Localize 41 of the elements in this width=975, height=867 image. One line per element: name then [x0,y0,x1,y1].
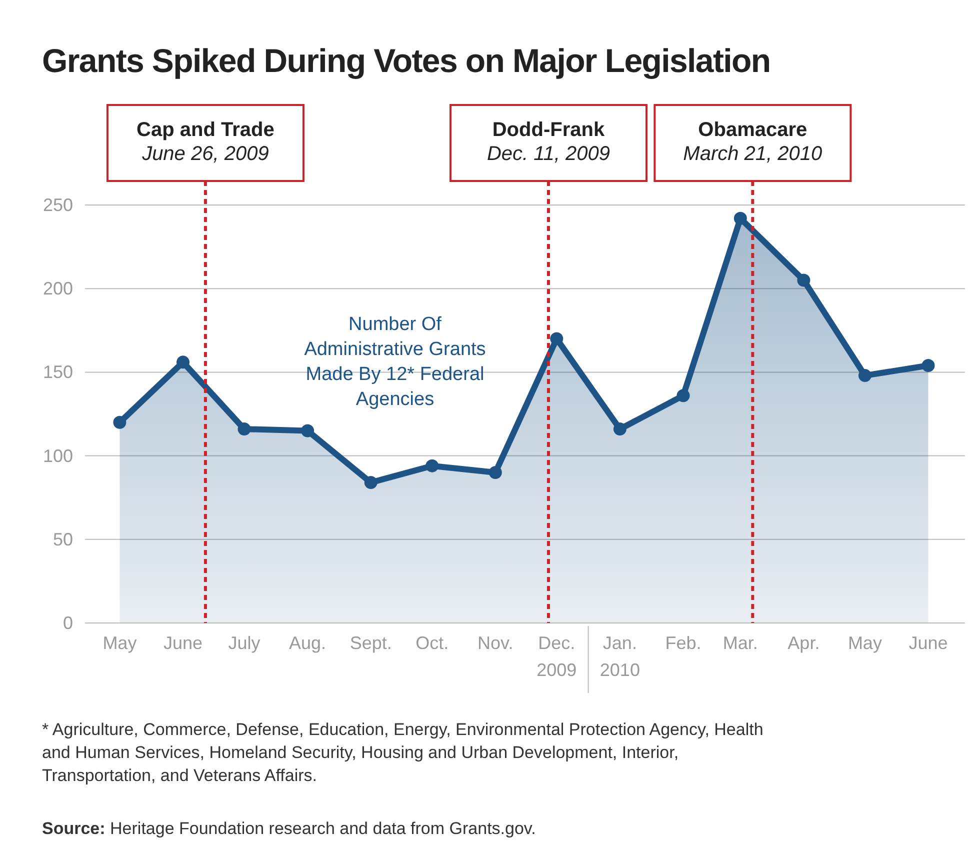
ref-line-label: Dodd-Frank Dec. 11, 2009 [486,119,610,165]
ref-line-label: Obamacare March 21, 2010 [683,119,822,165]
point [797,274,810,287]
y-tick-label: 50 [52,529,73,550]
x-tick-label: Feb. [665,633,702,653]
y-tick-label: 100 [42,446,73,466]
x-tick-label: May [848,633,882,653]
y-tick-label: 0 [62,613,73,633]
y-tick-label: 200 [42,278,73,299]
point [426,459,439,472]
x-tick-label: Aug. [289,633,326,653]
chart-title: Grants Spiked During Votes on Major Legislation [42,42,770,79]
ref-line-label: Cap and Trade June 26, 2009 [136,119,274,165]
x-tick-label: June [908,633,948,653]
x-tick-label: Mar. [722,633,758,653]
x-tick-label: Sept. [350,633,392,653]
text: * Agriculture, Commerce, Defense, Education, Energy, Environmental Protection Agency, Health and Human Services, Homeland Security, Housing and Urban Development, Interior, Transportation, and Veterans Affairs. [42,720,764,785]
point [858,369,872,382]
x-tick-label: July [228,633,260,653]
x-tick-label: Dec. 2009 [536,633,577,680]
x-tick-label: Oct. [416,633,449,653]
source-note: Source: Heritage Foundation research and data from Grants.gov. [42,819,536,838]
point [488,466,502,480]
point [734,212,747,225]
point [113,416,126,429]
point [301,424,314,438]
point [238,422,251,436]
point [550,332,564,346]
y-tick-label: 150 [42,362,73,382]
y-tick-label: 250 [42,195,73,215]
x-tick-label: Apr. [788,633,820,653]
point [922,359,935,372]
x-tick-label: May [102,633,137,653]
point [364,476,378,490]
series-label: Number Of Administrative Grants Made By 12* Federal Agencies [304,314,486,410]
x-tick-label: Jan. 2010 [600,633,640,680]
point [613,422,626,436]
x-tick-label: Nov. [478,633,514,653]
point [176,356,190,369]
x-tick-label: June [163,633,203,653]
point [676,389,690,402]
